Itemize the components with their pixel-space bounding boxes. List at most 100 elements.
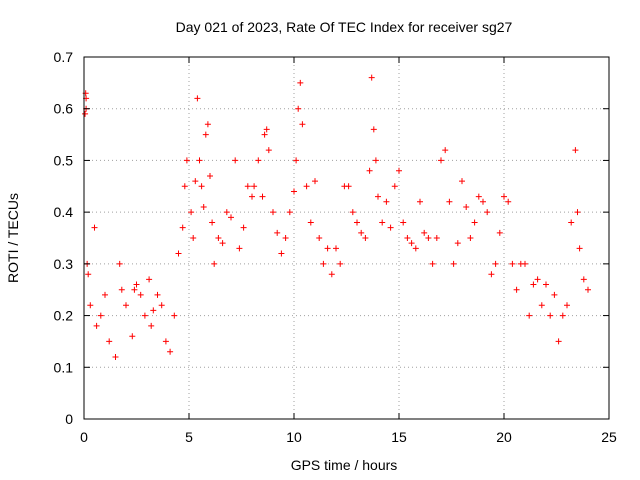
data-point (219, 240, 226, 247)
data-point (154, 291, 161, 298)
data-point (337, 260, 344, 267)
data-point (538, 302, 545, 309)
data-point (404, 235, 411, 241)
data-point (179, 224, 186, 231)
data-point (421, 229, 428, 236)
data-point (312, 178, 318, 185)
y-tick-label: 0 (65, 411, 73, 427)
data-point (543, 281, 549, 288)
data-point (102, 291, 108, 298)
data-point (133, 281, 140, 288)
y-tick-label: 0.3 (54, 256, 74, 272)
data-point (240, 224, 247, 231)
data-point (417, 198, 423, 205)
data-point (467, 235, 474, 241)
data-point (192, 178, 199, 185)
data-point (299, 121, 306, 128)
grid-lines (84, 57, 609, 419)
data-point (181, 183, 188, 190)
data-point (137, 291, 144, 298)
data-point (530, 281, 537, 288)
data-point (513, 286, 520, 293)
x-tick-label: 15 (391, 429, 407, 445)
data-point (263, 126, 270, 133)
data-point (97, 312, 104, 319)
data-point (429, 260, 436, 267)
data-point (274, 229, 281, 236)
data-point (442, 147, 449, 154)
x-tick-label: 25 (601, 429, 617, 445)
y-axis-title: ROTI / TECUs (5, 193, 21, 283)
data-point (194, 95, 201, 102)
data-point (446, 198, 453, 205)
data-point (259, 193, 266, 200)
data-point (190, 235, 197, 241)
data-point (129, 333, 136, 340)
data-point (572, 147, 579, 154)
data-point (438, 157, 444, 164)
chart-title: Day 021 of 2023, Rate Of TEC Index for r… (176, 19, 513, 35)
data-point (123, 302, 129, 309)
data-point (585, 286, 591, 293)
data-point (255, 157, 262, 164)
data-point (383, 198, 390, 205)
data-point (131, 286, 138, 293)
data-point (228, 214, 234, 221)
data-point (261, 131, 268, 138)
x-tick-label: 0 (80, 429, 88, 445)
x-axis-title: GPS time / hours (291, 457, 398, 473)
data-point (354, 219, 360, 226)
y-tick-label: 0.1 (54, 359, 74, 375)
data-point (400, 219, 407, 226)
data-point (204, 121, 211, 128)
data-point (526, 312, 533, 319)
data-point (496, 229, 503, 236)
x-tick-label: 10 (286, 429, 302, 445)
data-point (282, 235, 289, 241)
data-point (112, 353, 119, 360)
data-point (559, 312, 566, 319)
data-point (362, 235, 369, 241)
data-point (265, 147, 272, 154)
data-point (370, 126, 377, 133)
data-point (328, 271, 335, 278)
data-point (303, 183, 310, 190)
data-point (158, 302, 165, 309)
data-point (459, 178, 465, 185)
data-point (183, 157, 190, 164)
data-point (358, 229, 365, 236)
data-point (366, 167, 373, 174)
data-point (349, 209, 356, 216)
data-point (391, 183, 398, 190)
data-point (150, 307, 157, 314)
data-point (505, 198, 512, 205)
data-point (116, 260, 123, 267)
data-point (433, 235, 440, 241)
data-point (82, 110, 89, 117)
y-tick-label: 0.6 (54, 101, 74, 117)
data-point (488, 271, 495, 278)
data-point (293, 157, 300, 164)
data-point (316, 235, 323, 241)
data-point (307, 219, 314, 226)
data-point (167, 348, 174, 355)
data-point (85, 271, 92, 278)
data-point (211, 260, 218, 267)
data-point (146, 276, 153, 283)
data-point (286, 209, 293, 216)
data-point (295, 105, 302, 112)
plot-frame (83, 56, 610, 420)
y-tick-label: 0.5 (54, 152, 74, 168)
data-point (564, 302, 570, 309)
data-point (202, 131, 209, 138)
data-points (82, 74, 591, 360)
data-point (454, 240, 461, 247)
data-point (223, 209, 230, 216)
data-point (207, 172, 213, 179)
data-point (291, 188, 297, 195)
data-point (236, 245, 243, 252)
axis-ticks: 0 5 10 15 20 25 0 0.1 0.2 0.3 0.4 0.5 0.6 0.7 (54, 49, 617, 445)
data-point (175, 250, 182, 257)
data-point (379, 219, 386, 226)
data-point (106, 338, 113, 345)
